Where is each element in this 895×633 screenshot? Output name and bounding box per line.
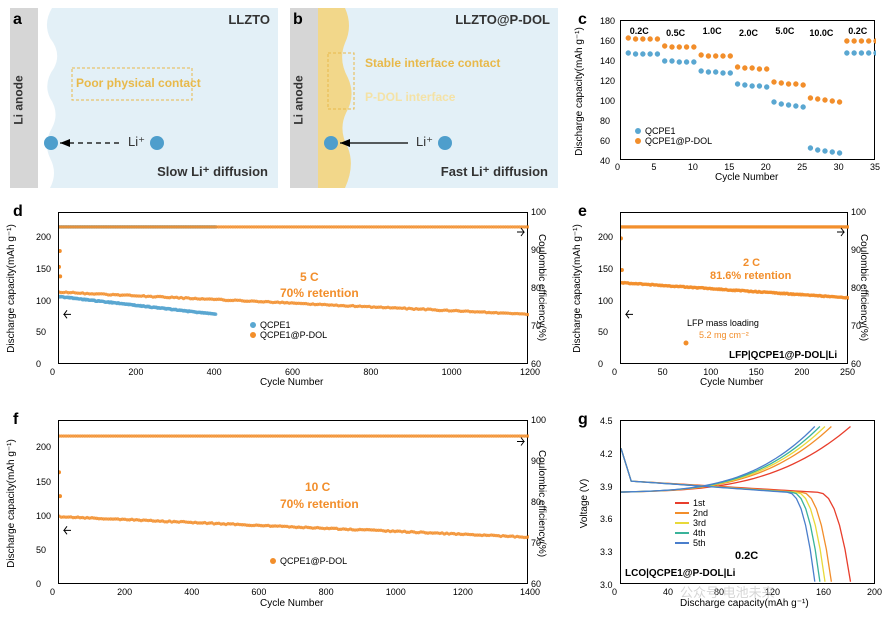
retention-e: 81.6% retention	[710, 270, 791, 282]
li-ion-a2	[150, 136, 164, 150]
contact-text-a: Poor physical contact	[76, 76, 201, 90]
loading-label-e: LFP mass loading	[687, 318, 759, 328]
anode-label-b: Li anode	[292, 75, 306, 124]
cell-label-e: LFP|QCPE1@P-DOL|Li	[729, 350, 837, 361]
rate-d: 5 C	[300, 270, 319, 284]
xlabel-d: Cycle Number	[260, 377, 323, 388]
panel-label-a: a	[13, 11, 22, 29]
panel-c: c 0.2C 0.5C 1.0C 2.0C 5.0C 10.0C 0.2C Discharg…	[575, 8, 885, 188]
panel-a: a Li anode LLZTO Poor physical contact L…	[10, 8, 278, 188]
legend-d: QCPE1QCPE1@P-DOL	[250, 320, 327, 340]
li-ion-b1	[324, 136, 338, 150]
panel-b: b Li anode LLZTO@P-DOL Stable interface …	[290, 8, 558, 188]
interface-rough-a	[10, 8, 278, 188]
svg-text:0.2C: 0.2C	[630, 26, 650, 36]
svg-e	[621, 213, 849, 365]
anode-label-a: Li anode	[12, 75, 26, 124]
schematic-a: Li anode LLZTO Poor physical contact Li⁺…	[10, 8, 278, 188]
diffusion-b: Fast Li⁺ diffusion	[441, 164, 548, 180]
legend-f: QCPE1@P-DOL	[270, 556, 347, 566]
ylabel-e: Discharge capacity(mAh g⁻¹)	[572, 224, 583, 353]
legend-c: QCPE1QCPE1@P-DOL	[635, 126, 712, 146]
panel-d: d Discharge capacity(mAh g⁻¹) Coulombic …	[10, 200, 565, 395]
rate-f: 10 C	[305, 480, 330, 494]
retention-d: 70% retention	[280, 286, 359, 300]
svg-text:0.2C: 0.2C	[848, 26, 868, 36]
watermark: 公众号 电池未来	[680, 582, 775, 601]
ylabel-g: Voltage (V)	[579, 479, 590, 528]
diffusion-a: Slow Li⁺ diffusion	[157, 164, 268, 180]
ylabel-c: Discharge capacity(mAh g⁻¹)	[574, 27, 585, 156]
ylabel-d: Discharge capacity(mAh g⁻¹)	[6, 224, 17, 353]
li-ion-a1	[44, 136, 58, 150]
contact-text-b: Stable interface contact	[365, 56, 500, 70]
rate-g: 0.2C	[735, 550, 758, 562]
svg-text:1.0C: 1.0C	[703, 26, 723, 36]
xlabel-f: Cycle Number	[260, 598, 323, 609]
li-plus-a: Li⁺	[128, 134, 145, 150]
loading-val-e: 5.2 mg cm⁻²	[699, 330, 749, 341]
li-ion-b2	[438, 136, 452, 150]
panel-e: e Discharge capacity(mAh g⁻¹) Coulombic …	[575, 200, 885, 395]
panel-label-g: g	[578, 411, 588, 429]
panel-f: f Discharge capacity(mAh g⁻¹) Coulombic …	[10, 408, 565, 618]
schematic-b: Li anode LLZTO@P-DOL Stable interface co…	[290, 8, 558, 188]
rate-e: 2 C	[743, 257, 760, 269]
svg-text:10.0C: 10.0C	[809, 28, 834, 38]
svg-text:0.5C: 0.5C	[666, 28, 686, 38]
li-plus-b: Li⁺	[416, 134, 433, 150]
panel-label-d: d	[13, 203, 23, 221]
panel-label-e: e	[578, 203, 587, 221]
cell-label-g: LCO|QCPE1@P-DOL|Li	[625, 568, 735, 579]
panel-label-f: f	[13, 411, 18, 429]
chart-e	[620, 212, 848, 364]
panel-label-c: c	[578, 11, 587, 29]
xlabel-e: Cycle Number	[700, 377, 763, 388]
retention-f: 70% retention	[280, 497, 359, 511]
ylabel-f: Discharge capacity(mAh g⁻¹)	[6, 439, 17, 568]
svg-text:5.0C: 5.0C	[775, 26, 795, 36]
svg-text:2.0C: 2.0C	[739, 28, 759, 38]
panel-label-b: b	[293, 11, 303, 29]
legend-g: 1st2nd3rd4th5th	[675, 498, 708, 548]
title-a: LLZTO	[228, 12, 270, 27]
interface-text-b: P-DOL interface	[365, 90, 455, 104]
xlabel-c: Cycle Number	[715, 172, 778, 183]
title-b: LLZTO@P-DOL	[455, 12, 550, 27]
